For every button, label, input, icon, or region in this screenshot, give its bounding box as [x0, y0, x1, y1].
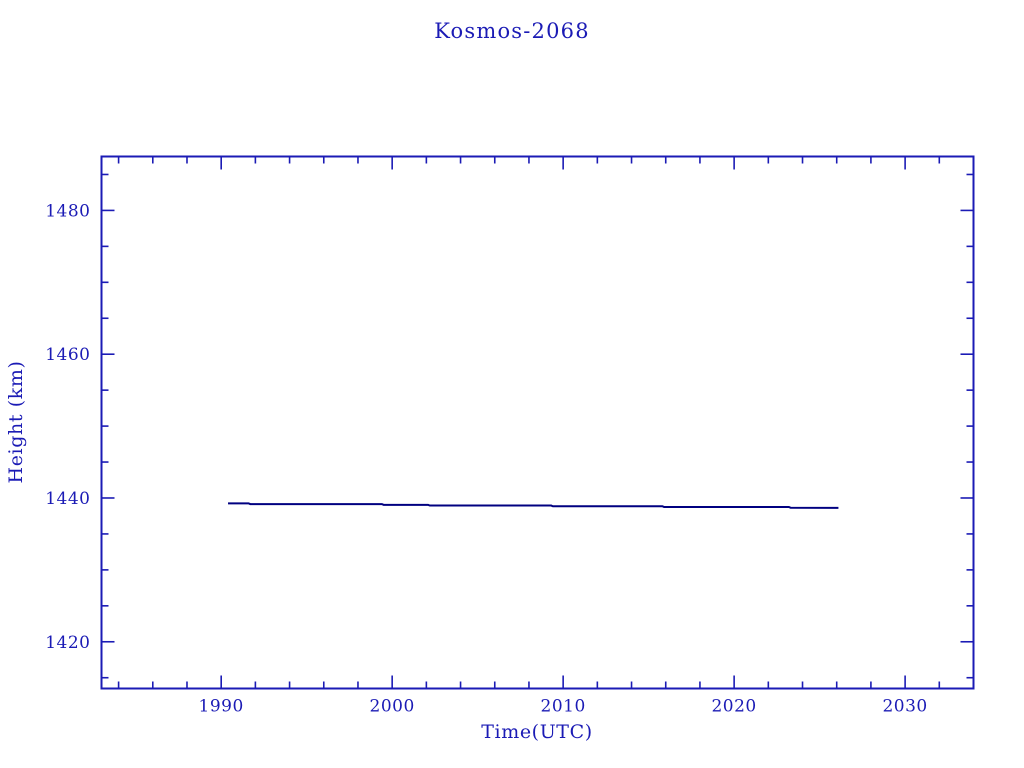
y-tick-label: 1480 [45, 201, 90, 221]
y-tick-label: 1440 [45, 489, 90, 509]
y-axis-ticks [101, 173, 974, 679]
x-tick-label: 2010 [541, 697, 586, 717]
x-tick-label: 1990 [199, 697, 244, 717]
plot-frame [100, 155, 975, 690]
x-axis-tick-labels: 1990 2000 2010 2020 2030 [199, 697, 928, 717]
y-axis-tick-labels: 1420 1440 1460 1480 [45, 201, 90, 652]
y-tick-label: 1420 [45, 633, 90, 653]
x-tick-label: 2030 [882, 697, 927, 717]
y-axis-title: Height (km) [5, 361, 27, 484]
height-series-line [228, 502, 839, 509]
x-tick-label: 2000 [370, 697, 415, 717]
x-axis-title: Time(UTC) [481, 721, 592, 743]
chart-title: Kosmos-2068 [434, 19, 590, 43]
y-tick-label: 1460 [45, 345, 90, 365]
x-axis-ticks [117, 156, 941, 689]
x-tick-label: 2020 [711, 697, 756, 717]
